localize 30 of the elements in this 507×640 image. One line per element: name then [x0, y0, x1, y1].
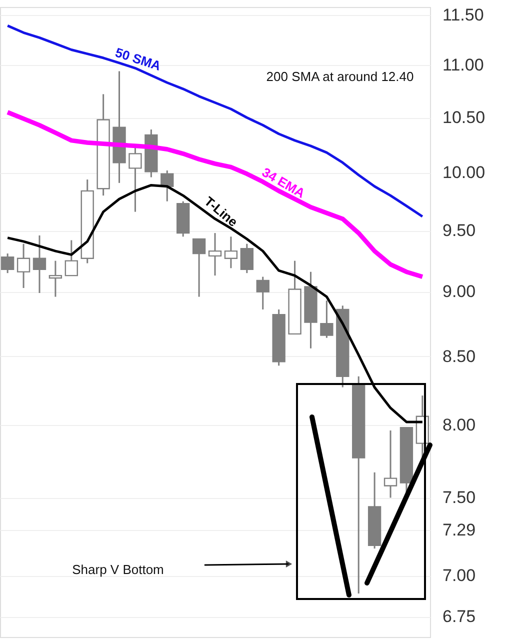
candlestick	[160, 170, 174, 202]
candlestick	[48, 260, 62, 298]
candlestick	[128, 146, 142, 213]
text: 50 SMA	[114, 44, 164, 74]
y-tick-label: 11.00	[442, 56, 484, 75]
y-tick-label: 11.50	[442, 5, 484, 24]
candlestick	[64, 239, 78, 276]
candlestick	[320, 300, 334, 339]
y-tick-label: 8.00	[442, 415, 476, 434]
line-series	[5, 110, 425, 280]
text: 34 EMA	[259, 164, 308, 202]
candlestick	[240, 243, 254, 274]
y-tick-label: 8.50	[442, 346, 476, 366]
annotation: 200 SMA at around 12.40	[266, 69, 414, 84]
candlestick	[32, 234, 46, 294]
y-tick-label: 10.50	[442, 108, 486, 128]
candlestick	[0, 252, 14, 274]
y-tick-label: 7.50	[442, 488, 476, 508]
y-tick-label: 10.00	[442, 163, 486, 182]
candlestick	[192, 238, 206, 298]
candlestick	[256, 276, 270, 310]
candlestick	[224, 236, 238, 269]
candlestick	[16, 243, 30, 289]
annotation: Sharp V Bottom	[72, 562, 164, 577]
y-tick-label: 7.29	[442, 520, 476, 540]
y-tick-label: 9.00	[442, 282, 476, 302]
y-tick-label: 6.75	[442, 607, 476, 626]
y-tick-label: 9.50	[442, 221, 476, 240]
candlestick	[208, 232, 222, 276]
y-tick-label: 7.00	[442, 566, 476, 586]
